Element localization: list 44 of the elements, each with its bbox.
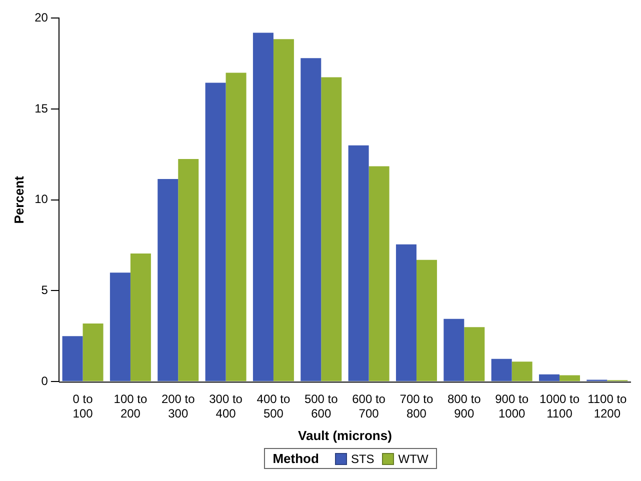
x-axis-title: Vault (microns) [298, 428, 392, 443]
bar [368, 166, 390, 382]
x-tick-label: 700 to 800 [400, 392, 434, 421]
x-tick-label: 200 to 300 [161, 392, 196, 421]
bar [559, 375, 580, 382]
bar [252, 32, 274, 382]
x-tick-label: 0 to 100 [72, 392, 94, 421]
bar [464, 327, 485, 382]
x-tick-label: 800 to 900 [447, 392, 482, 421]
y-tick-label: 0 [41, 374, 48, 388]
bar [321, 77, 342, 382]
x-tick-label: 400 to 500 [256, 392, 290, 421]
bar [226, 72, 246, 382]
bar [300, 58, 322, 382]
legend-title: Method [272, 451, 319, 466]
bar [273, 39, 294, 382]
bar [205, 82, 226, 382]
bar [491, 358, 512, 382]
y-tick-label: 15 [34, 101, 48, 116]
x-tick-label: 300 to 400 [209, 392, 243, 421]
y-tick-label: 5 [41, 283, 48, 298]
x-tick-label: 1100 to 1200 [588, 392, 628, 421]
x-tick-label: 1000 to 1100 [539, 392, 580, 421]
bar [512, 362, 532, 382]
y-tick-label: 10 [34, 192, 48, 206]
bar [444, 318, 464, 382]
x-tick-label: 600 to 700 [352, 392, 386, 421]
x-tick-label: 500 to 600 [304, 392, 338, 421]
bar [348, 145, 369, 382]
bar [416, 260, 437, 382]
bar [82, 323, 104, 382]
bar [62, 336, 83, 382]
bar [130, 254, 151, 382]
bar [158, 179, 178, 382]
y-tick-label: 20 [34, 10, 48, 25]
bar [178, 159, 199, 382]
x-tick-label: 100 to 200 [114, 392, 148, 421]
legend-label: STS [350, 452, 374, 466]
bar [538, 374, 560, 382]
legend-label: WTW [397, 452, 428, 466]
x-tick-label: 900 to 1000 [495, 392, 529, 421]
bar [396, 244, 416, 382]
bar [110, 272, 130, 382]
y-axis-title: Percent [11, 175, 26, 224]
